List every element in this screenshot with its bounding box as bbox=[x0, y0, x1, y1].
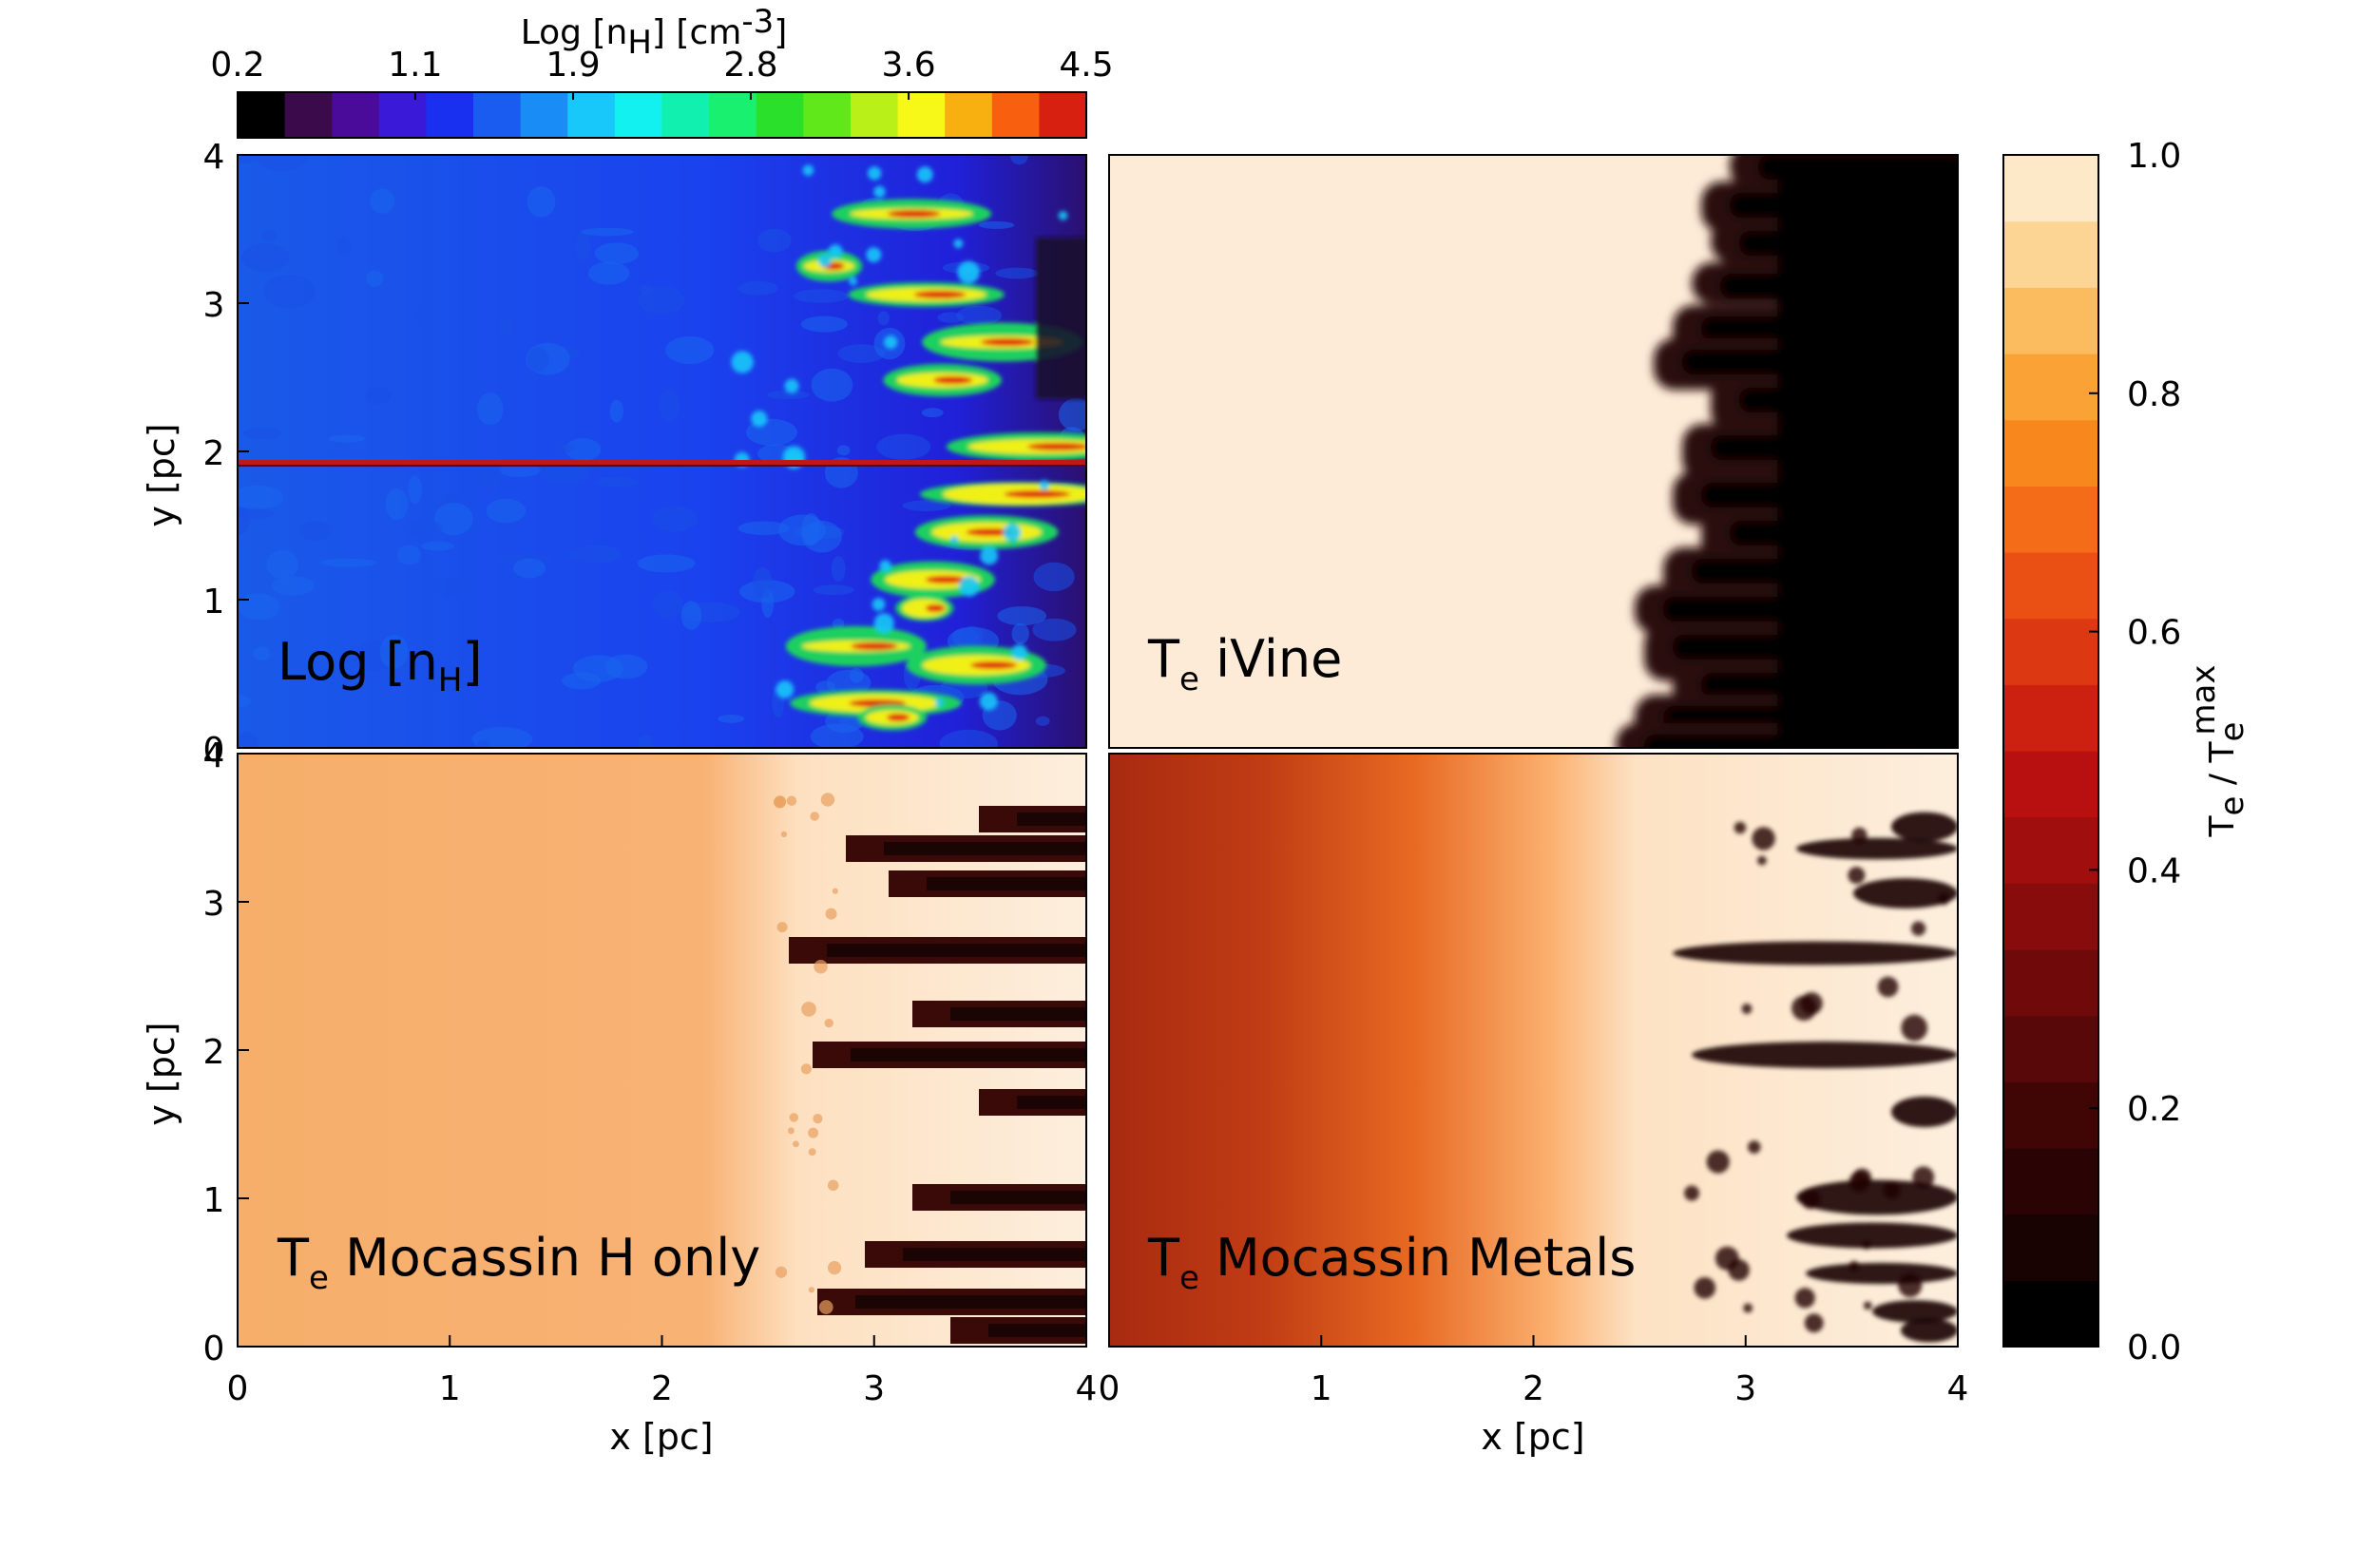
temperature-colorbar-tick-label: 1.0 bbox=[2127, 137, 2181, 176]
density-colorbar-swatch bbox=[426, 92, 474, 138]
density-colorbar-swatch bbox=[991, 92, 1040, 138]
y-tick-label: 3 bbox=[203, 885, 225, 924]
density-colorbar-tick-label: 0.2 bbox=[210, 46, 264, 85]
y-tick-label: 0 bbox=[203, 1329, 225, 1368]
y-tick-label: 2 bbox=[203, 434, 225, 473]
density-colorbar-tick-label: 1.9 bbox=[546, 46, 600, 85]
density-colorbar-swatch bbox=[332, 92, 380, 138]
temperature-colorbar-tick-label: 0.8 bbox=[2127, 375, 2181, 414]
density-colorbar-tick-label: 4.5 bbox=[1059, 46, 1113, 85]
y-tick-label: 1 bbox=[203, 583, 225, 621]
temperature-colorbar-swatch bbox=[2003, 486, 2098, 553]
density-colorbar-tick-label: 2.8 bbox=[723, 46, 777, 85]
x-axis-label-left: x [pc] bbox=[609, 1416, 713, 1458]
x-tick-label: 1 bbox=[439, 1369, 461, 1408]
temperature-colorbar-swatch bbox=[2003, 419, 2098, 487]
temperature-colorbar-tick-label: 0.6 bbox=[2127, 614, 2181, 653]
panel-label-density: Log [nH] bbox=[278, 632, 483, 699]
density-colorbar-swatch bbox=[567, 92, 616, 138]
density-colorbar-swatch bbox=[709, 92, 757, 138]
density-colorbar-swatch bbox=[378, 92, 428, 138]
temperature-colorbar-swatch bbox=[2003, 618, 2098, 685]
temperature-colorbar bbox=[2002, 154, 2099, 1348]
density-colorbar-tick-label: 3.6 bbox=[881, 46, 935, 85]
density-colorbar-swatch bbox=[1039, 92, 1087, 138]
density-colorbar-swatch bbox=[520, 92, 568, 138]
panel-label-h-only: Te Mocassin H only bbox=[277, 1228, 760, 1297]
density-colorbar-swatch bbox=[945, 92, 993, 138]
x-axis-label-right: x [pc] bbox=[1481, 1416, 1584, 1458]
density-colorbar-swatch bbox=[897, 92, 946, 138]
temperature-colorbar-swatch bbox=[2003, 354, 2098, 421]
temperature-colorbar-swatch bbox=[2003, 1081, 2098, 1149]
density-colorbar-swatch bbox=[756, 92, 804, 138]
y-tick-label: 4 bbox=[203, 736, 225, 775]
temperature-colorbar-tick-label: 0.0 bbox=[2127, 1329, 2181, 1367]
density-colorbar-swatch bbox=[473, 92, 522, 138]
panel-label-ivine: Te iVine bbox=[1147, 629, 1342, 698]
temperature-colorbar-swatch bbox=[2003, 1280, 2098, 1348]
x-tick-label: 2 bbox=[1523, 1369, 1544, 1408]
temperature-colorbar-title: Te / Temax bbox=[2185, 665, 2251, 838]
temperature-colorbar-swatch bbox=[2003, 1214, 2098, 1281]
density-colorbar-swatch bbox=[614, 92, 663, 138]
temperature-colorbar-ticks: 0.0 0.2 0.4 0.6 0.8 1.0 bbox=[2089, 137, 2181, 1367]
density-colorbar-ticks: 0.2 1.1 1.9 2.8 3.6 4.5 bbox=[210, 46, 1114, 100]
y-tick-label: 3 bbox=[203, 286, 225, 325]
x-tick-label: 0 bbox=[227, 1369, 249, 1408]
panel-mocassin-metals bbox=[1109, 754, 1958, 1347]
y-tick-label: 0 bbox=[203, 731, 225, 770]
temperature-colorbar-swatch bbox=[2003, 816, 2098, 884]
y-tick-label: 4 bbox=[203, 138, 225, 177]
y-tick-label: 1 bbox=[203, 1181, 225, 1220]
panel-label-metals: Te Mocassin Metals bbox=[1147, 1228, 1636, 1297]
density-colorbar-swatch bbox=[284, 92, 333, 138]
temperature-colorbar-swatch bbox=[2003, 1015, 2098, 1082]
density-colorbar-swatch bbox=[661, 92, 710, 138]
temperature-colorbar-swatch bbox=[2003, 684, 2098, 752]
x-tick-label: 0 bbox=[1099, 1369, 1121, 1408]
temperature-colorbar-swatch bbox=[2003, 751, 2098, 818]
temperature-colorbar-swatch bbox=[2003, 949, 2098, 1017]
density-colorbar-title: Log [nH] [cm-3] bbox=[521, 3, 788, 62]
panel-density bbox=[238, 155, 1086, 748]
density-colorbar-swatch bbox=[850, 92, 899, 138]
y-axis-label-bottom: y [pc] bbox=[141, 1022, 182, 1125]
x-tick-label: 3 bbox=[863, 1369, 885, 1408]
temperature-colorbar-swatch bbox=[2003, 552, 2098, 620]
temperature-colorbar-tick-label: 0.2 bbox=[2127, 1090, 2181, 1129]
panel-mocassin-h-only bbox=[238, 754, 1086, 1347]
temperature-colorbar-swatch bbox=[2003, 1148, 2098, 1215]
temperature-colorbar-swatch bbox=[2003, 220, 2098, 288]
temperature-colorbar-swatch bbox=[2003, 287, 2098, 354]
x-tick-label: 3 bbox=[1734, 1369, 1756, 1408]
panel-ivine bbox=[1109, 155, 1958, 748]
density-colorbar-tick-label: 1.1 bbox=[388, 46, 442, 85]
temperature-colorbar-swatch bbox=[2003, 155, 2098, 222]
y-tick-label: 2 bbox=[203, 1033, 225, 1072]
x-tick-label: 4 bbox=[1947, 1369, 1969, 1408]
temperature-colorbar-swatch bbox=[2003, 883, 2098, 950]
x-tick-label: 2 bbox=[651, 1369, 673, 1408]
density-colorbar bbox=[237, 91, 1087, 139]
density-colorbar-swatch bbox=[238, 92, 286, 138]
x-tick-label: 1 bbox=[1311, 1369, 1332, 1408]
y-axis-label-top: y [pc] bbox=[141, 423, 182, 526]
temperature-colorbar-tick-label: 0.4 bbox=[2127, 851, 2181, 890]
density-colorbar-swatch bbox=[803, 92, 852, 138]
x-tick-label: 4 bbox=[1076, 1369, 1098, 1408]
